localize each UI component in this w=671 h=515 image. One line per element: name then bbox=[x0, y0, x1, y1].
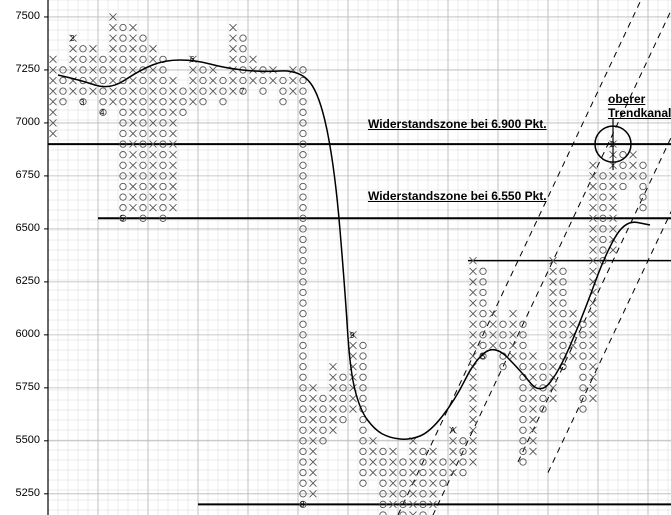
y-tick-label: 6000 bbox=[4, 328, 40, 340]
annotation-trendkanal: oberer Trendkanal bbox=[608, 92, 671, 120]
y-tick-label: 5750 bbox=[4, 381, 40, 393]
y-tick-label: 6250 bbox=[4, 275, 40, 287]
column-marker-label: 7 bbox=[240, 87, 244, 96]
y-tick-label: 7500 bbox=[4, 10, 40, 22]
moving-average-curve bbox=[58, 60, 650, 439]
column-marker-label: 9 bbox=[350, 331, 354, 340]
column-marker-label: 4 bbox=[100, 108, 104, 117]
y-tick-label: 7000 bbox=[4, 116, 40, 128]
y-tick-label: 6500 bbox=[4, 222, 40, 234]
column-marker-label: 2 bbox=[610, 140, 614, 149]
column-marker-label: B bbox=[480, 352, 485, 361]
y-tick-label: 5250 bbox=[4, 487, 40, 499]
y-tick-label: 5500 bbox=[4, 434, 40, 446]
column-marker-label: 3 bbox=[80, 98, 84, 107]
upper-trend-line-1 bbox=[398, 0, 668, 515]
column-marker-label: 5 bbox=[120, 214, 124, 223]
annotation-resist-6900: Widerstandszone bei 6.900 Pkt. bbox=[368, 117, 547, 131]
annotation-resist-6550: Widerstandszone bei 6.550 Pkt. bbox=[368, 189, 547, 203]
column-marker-label: C bbox=[560, 363, 566, 372]
column-marker-label: 8 bbox=[300, 500, 304, 509]
y-tick-label: 7250 bbox=[4, 63, 40, 75]
column-marker-label: 2 bbox=[70, 34, 74, 43]
pnf-chart: 5250 5500 5750 6000 6250 6500 6750 7000 7250 7500… bbox=[0, 0, 671, 515]
column-marker-label: 6 bbox=[190, 55, 194, 64]
column-marker-label: A bbox=[450, 426, 455, 435]
y-tick-label: 6750 bbox=[4, 169, 40, 181]
chart-svg bbox=[0, 0, 671, 515]
